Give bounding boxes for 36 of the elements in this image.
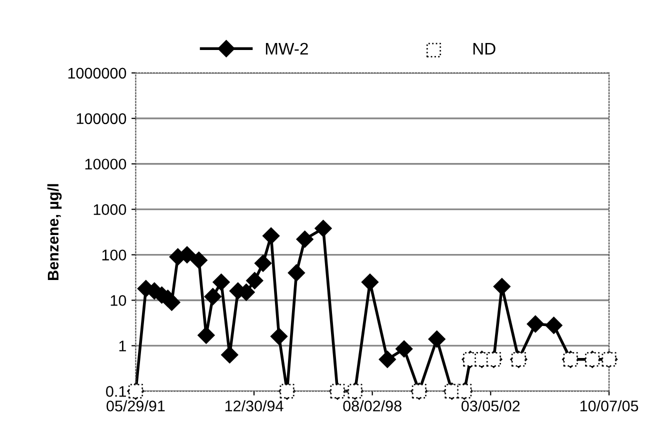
y-tick-label: 100000 [76, 113, 126, 124]
y-tick-label: 1 [119, 340, 126, 352]
x-tick-label: 10/07/05 [580, 400, 638, 412]
y-tick-label: 0.1 [106, 386, 126, 397]
point [493, 278, 510, 296]
point [428, 330, 446, 348]
point [526, 315, 544, 333]
point [163, 294, 180, 311]
legend-label: MW-2 [266, 42, 308, 54]
point [314, 220, 332, 237]
y-tick-label: 10 [110, 295, 126, 306]
point [288, 264, 305, 282]
point [254, 254, 272, 272]
y-axis-title: Benzene, µg/l [47, 184, 62, 280]
point [396, 340, 413, 358]
point [190, 252, 208, 269]
point [361, 274, 379, 291]
y-tick-label: 100 [102, 250, 126, 260]
point [262, 227, 280, 244]
x-tick-label: 05/29/91 [106, 400, 165, 412]
y-tick-label: 1000 [94, 204, 126, 216]
point [296, 230, 314, 248]
point [221, 346, 238, 364]
point [246, 272, 264, 290]
point [204, 288, 222, 306]
point [212, 274, 230, 291]
x-tick-label: 08/02/98 [343, 400, 402, 412]
point [270, 328, 288, 345]
legend-label: ND [473, 43, 496, 54]
point [378, 350, 396, 368]
x-tick-label: 03/05/02 [462, 400, 520, 412]
point [545, 316, 562, 334]
x-tick-label: 12/30/94 [225, 400, 284, 412]
y-tick-label: 1000000 [68, 68, 126, 79]
y-tick-label: 10000 [85, 158, 126, 170]
point [198, 326, 215, 344]
